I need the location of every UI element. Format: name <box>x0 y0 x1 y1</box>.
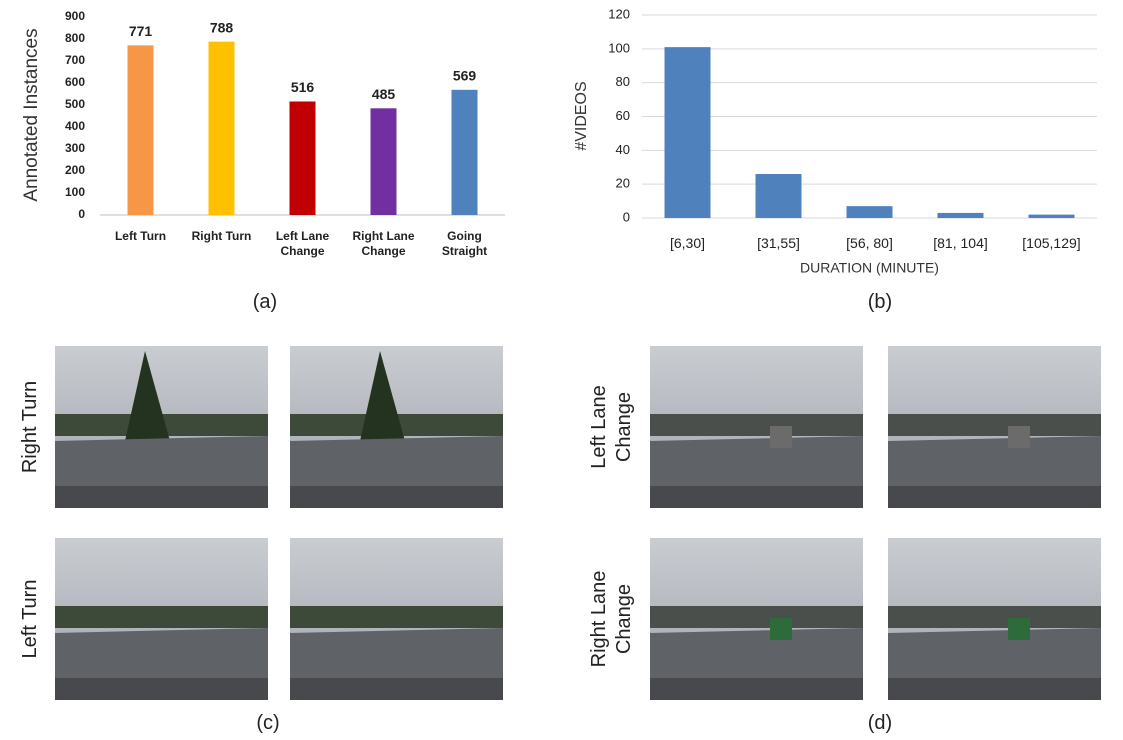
photo <box>650 538 863 700</box>
bar <box>371 108 397 215</box>
data-label: 516 <box>291 79 315 95</box>
bar <box>209 42 235 215</box>
overlay-bar <box>290 486 503 508</box>
bar <box>128 45 154 215</box>
y-tick-label: 80 <box>616 74 630 89</box>
data-label: 788 <box>210 19 234 35</box>
y-tick-label: 900 <box>65 9 85 23</box>
photo <box>55 346 268 508</box>
x-tick-label: Left Turn <box>101 229 181 244</box>
y-tick-label: 300 <box>65 141 85 155</box>
row-label: Left Lane Change <box>587 367 637 487</box>
x-tick-label: Right Lane Change <box>344 229 424 259</box>
overlay-bar <box>888 678 1101 700</box>
bar <box>452 90 478 215</box>
row-label: Right Turn <box>5 367 55 487</box>
y-tick-label: 200 <box>65 163 85 177</box>
data-label: 569 <box>453 68 477 84</box>
y-tick-label: 500 <box>65 97 85 111</box>
y-tick-label: 400 <box>65 119 85 133</box>
y-tick-label: 100 <box>65 185 85 199</box>
y-axis-label: #VIDEOS <box>573 81 590 150</box>
bar <box>847 206 893 218</box>
trees <box>650 414 863 436</box>
x-tick-label: Left Lane Change <box>263 229 343 259</box>
y-tick-label: 100 <box>608 40 630 55</box>
bar <box>1029 215 1075 218</box>
photo <box>888 538 1101 700</box>
overlay-bar <box>55 678 268 700</box>
trees <box>650 606 863 628</box>
data-label: 771 <box>129 23 153 39</box>
row-label: Right Lane Change <box>587 559 637 679</box>
overlay-bar <box>888 486 1101 508</box>
photo <box>888 346 1101 508</box>
truck <box>1008 618 1030 640</box>
trees <box>55 606 268 628</box>
figure: 0100200300400500600700800900Annotated In… <box>0 0 1123 740</box>
y-tick-label: 40 <box>616 142 630 157</box>
y-tick-label: 800 <box>65 31 85 45</box>
x-tick-label: [105,129] <box>1007 235 1097 253</box>
panel-label: (c) <box>238 711 298 736</box>
panel-label: (a) <box>235 290 295 315</box>
trees <box>888 414 1101 436</box>
bar <box>290 101 316 215</box>
truck <box>770 426 792 448</box>
trees <box>888 606 1101 628</box>
bar <box>938 213 984 218</box>
x-tick-label: Going Straight <box>425 229 505 259</box>
x-tick-label: [81, 104] <box>916 235 1006 253</box>
x-tick-label: [31,55] <box>734 235 824 253</box>
y-tick-label: 700 <box>65 53 85 67</box>
y-tick-label: 60 <box>616 108 630 123</box>
photo <box>55 538 268 700</box>
panel-label: (b) <box>850 290 910 315</box>
trees <box>290 606 503 628</box>
overlay-bar <box>290 678 503 700</box>
x-tick-label: Right Turn <box>182 229 262 244</box>
bar <box>756 174 802 218</box>
y-tick-label: 0 <box>78 207 85 221</box>
photo <box>290 538 503 700</box>
bar <box>665 47 711 218</box>
panel-label: (d) <box>850 711 910 736</box>
charts: 0100200300400500600700800900Annotated In… <box>0 0 1123 740</box>
overlay-bar <box>55 486 268 508</box>
overlay-bar <box>650 486 863 508</box>
y-tick-label: 0 <box>623 209 630 224</box>
overlay-bar <box>650 678 863 700</box>
y-tick-label: 20 <box>616 176 630 191</box>
y-tick-label: 120 <box>608 6 630 21</box>
y-tick-label: 600 <box>65 75 85 89</box>
photo <box>650 346 863 508</box>
x-tick-label: [56, 80] <box>825 235 915 253</box>
photo <box>290 346 503 508</box>
y-axis-label: Annotated Instances <box>21 28 42 201</box>
data-label: 485 <box>372 86 396 102</box>
row-label: Left Turn <box>5 559 55 679</box>
truck <box>1008 426 1030 448</box>
truck <box>770 618 792 640</box>
x-axis-label: DURATION (MINUTE) <box>800 260 939 276</box>
x-tick-label: [6,30] <box>643 235 733 253</box>
